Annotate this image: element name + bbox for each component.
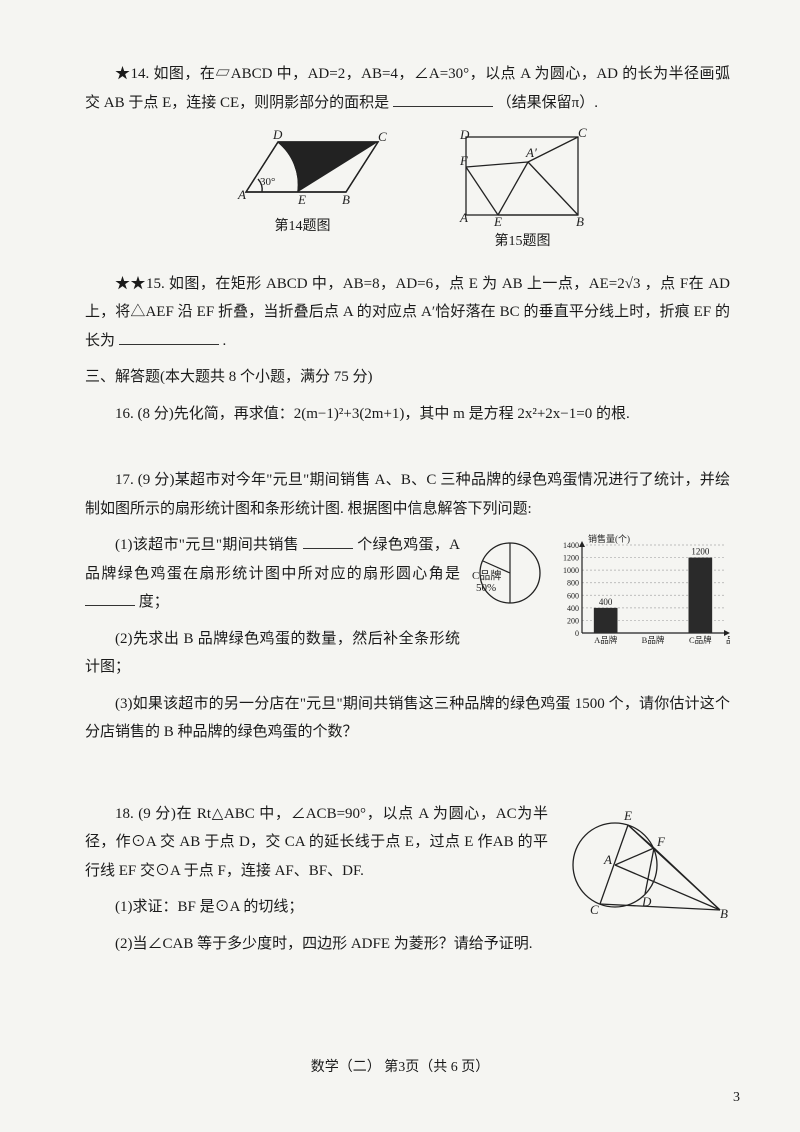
q18-intro: 18. (9 分)在 Rt△ABC 中，∠ACB=90°，以点 A 为圆心，AC… [85,800,548,886]
svg-text:A: A [459,210,468,225]
figure-14: 30° A E B C D 第14题图 [218,127,388,256]
q17-blank2 [85,591,135,606]
svg-text:800: 800 [567,579,579,588]
q17-part3: (3)如果该超市的另一分店在"元旦"期间共销售这三种品牌的绿色鸡蛋 1500 个… [85,690,730,747]
svg-text:D: D [459,127,470,142]
svg-text:1200: 1200 [563,554,579,563]
q18-part2: (2)当∠CAB 等于多少度时，四边形 ADFE 为菱形？请给予证明. [85,930,548,959]
q15-prefix: ★★15. [115,276,165,292]
svg-text:E: E [297,192,306,207]
q17-part1: (1)该超市"元旦"期间共销售 个绿色鸡蛋，A 品牌绿色鸡蛋在扇形统计图中所对应… [85,531,460,617]
question-17-body: (1)该超市"元旦"期间共销售 个绿色鸡蛋，A 品牌绿色鸡蛋在扇形统计图中所对应… [85,531,730,690]
svg-text:600: 600 [567,591,579,600]
svg-text:1000: 1000 [563,566,579,575]
q18-intro-text: (9 分)在 Rt△ABC 中，∠ACB=90°，以点 A 为圆心，AC为半径，… [85,806,548,879]
section-3-header: 三、解答题(本大题共 8 个小题，满分 75 分) [85,363,730,392]
page-footer: 数学（二） 第3页（共 6 页） [0,1055,800,1082]
q15-text-b: . [223,333,227,349]
svg-text:C品牌: C品牌 [472,568,501,582]
svg-text:400: 400 [599,597,613,607]
q14-prefix: ★14. [115,66,149,82]
svg-text:E: E [493,214,502,227]
question-18: 18. (9 分)在 Rt△ABC 中，∠ACB=90°，以点 A 为圆心，AC… [85,800,730,967]
pie-chart: C品牌 50% [472,531,544,621]
question-17-intro: 17. (9 分)某超市对今年"元旦"期间销售 A、B、C 三种品牌的绿色鸡蛋情… [85,466,730,523]
q17-prefix: 17. [115,472,134,488]
svg-text:B: B [342,192,350,207]
svg-text:C: C [578,127,587,140]
svg-text:C: C [378,129,387,144]
svg-text:B: B [576,214,584,227]
svg-text:A′: A′ [525,145,537,160]
svg-text:30°: 30° [260,176,275,188]
q18-part1: (1)求证：BF 是⊙A 的切线； [85,893,548,922]
svg-text:1200: 1200 [691,547,710,557]
svg-text:A: A [237,187,246,202]
q17-intro-text: (9 分)某超市对今年"元旦"期间销售 A、B、C 三种品牌的绿色鸡蛋情况进行了… [85,472,730,517]
q16-prefix: 16. [115,406,134,422]
q15-blank [119,330,219,345]
svg-text:400: 400 [567,604,579,613]
figure-18: E F A D C B [560,800,730,930]
figure-15-caption: 第15题图 [448,229,598,256]
svg-text:1400: 1400 [563,541,579,550]
figure-14-caption: 第14题图 [218,214,388,241]
svg-text:0: 0 [575,629,579,638]
svg-text:50%: 50% [476,582,496,594]
svg-text:B: B [720,906,728,921]
question-16: 16. (8 分)先化简，再求值：2(m−1)²+3(2m+1)，其中 m 是方… [85,400,730,429]
svg-text:F: F [656,834,666,849]
q17-p1c: 度； [139,594,169,610]
svg-text:C品牌: C品牌 [689,635,712,645]
svg-text:D: D [641,894,652,909]
bar-chart: 200 400 600 800 1000 1200 1400 销售量(个) 400 A品牌 B品牌 1… [550,531,730,651]
page-number: 3 [733,1085,740,1112]
svg-text:E: E [623,808,632,823]
svg-text:A品牌: A品牌 [594,635,618,645]
q18-prefix: 18. [115,806,134,822]
figures-14-15: 30° A E B C D 第14题图 A E B C D [85,127,730,256]
svg-text:品牌: 品牌 [726,635,730,645]
q14-blank [393,92,493,107]
svg-text:A: A [603,852,612,867]
svg-text:C: C [590,902,599,917]
question-15: ★★15. 如图，在矩形 ABCD 中，AB=8，AD=6，点 E 为 AB 上… [85,270,730,356]
question-14: ★14. 如图，在▱ABCD 中，AD=2，AB=4，∠A=30°，以点 A 为… [85,60,730,117]
q17-blank1 [303,534,353,549]
figure-15: A E B C D F A′ 第15题图 [448,127,598,256]
svg-text:F: F [459,153,469,168]
q17-part2: (2)先求出 B 品牌绿色鸡蛋的数量，然后补全条形统计图； [85,625,460,682]
svg-text:销售量(个): 销售量(个) [588,533,630,544]
q17-p1a: (1)该超市"元旦"期间共销售 [115,537,299,553]
svg-text:D: D [272,127,283,142]
svg-text:B品牌: B品牌 [642,635,665,645]
q16-text: (8 分)先化简，再求值：2(m−1)²+3(2m+1)，其中 m 是方程 2x… [138,406,630,422]
svg-text:200: 200 [567,617,579,626]
q14-text-b: （结果保留π）. [497,95,598,111]
